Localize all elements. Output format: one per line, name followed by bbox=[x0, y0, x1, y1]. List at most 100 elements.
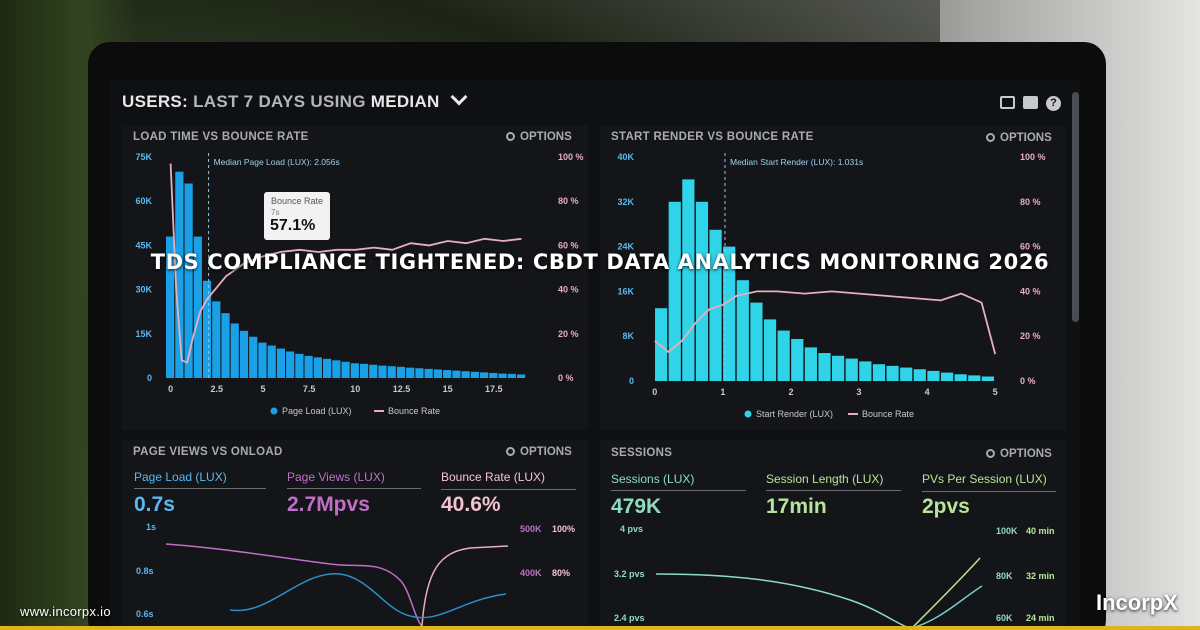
chart-bar bbox=[313, 357, 322, 378]
x-axis-tick-label: 1 bbox=[720, 387, 725, 397]
y2-axis-tick-label: 20 % bbox=[1020, 331, 1041, 341]
chart-bar bbox=[736, 280, 749, 381]
axis-tick: 0.6s bbox=[136, 609, 154, 619]
metric-label-sessions: Sessions (LUX) bbox=[611, 472, 695, 486]
y-axis-tick-label: 32K bbox=[617, 197, 634, 207]
help-icon[interactable]: ? bbox=[1046, 96, 1061, 111]
axis-tick: 60K bbox=[996, 613, 1013, 623]
y2-axis-tick-label: 100 % bbox=[1020, 152, 1046, 162]
chart-bar bbox=[406, 367, 415, 378]
divider bbox=[134, 488, 266, 489]
scrollbar[interactable] bbox=[1072, 92, 1079, 322]
chart-bar bbox=[424, 368, 433, 378]
x-axis-tick-label: 5 bbox=[993, 387, 998, 397]
chart-bar bbox=[516, 374, 526, 378]
y2-axis-tick-label: 60 % bbox=[1020, 242, 1041, 252]
legend-label: Bounce Rate bbox=[862, 409, 914, 419]
chart-bar bbox=[859, 361, 872, 381]
chart-bar bbox=[804, 347, 817, 381]
chart-bar bbox=[202, 280, 212, 378]
y2-axis-tick-label: 80 % bbox=[558, 196, 579, 206]
x-axis-tick-label: 7.5 bbox=[303, 384, 316, 394]
metric-label-bounce-rate: Bounce Rate (LUX) bbox=[441, 470, 546, 484]
legend-swatch bbox=[744, 410, 752, 418]
chart-bar bbox=[350, 363, 359, 378]
chart-bar bbox=[750, 302, 763, 381]
metric-value-pvs-per-session: 2pvs bbox=[922, 495, 970, 518]
options-button-sessions[interactable]: OPTIONS bbox=[986, 448, 1052, 460]
title-mid: USING bbox=[310, 92, 366, 111]
options-button-start-render[interactable]: OPTIONS bbox=[986, 132, 1052, 144]
chart-bar bbox=[286, 351, 295, 378]
headline: TDS COMPLIANCE TIGHTENED: CBDT DATA ANAL… bbox=[150, 250, 1050, 274]
website-url[interactable]: www.incorpx.io bbox=[20, 604, 111, 619]
y2-axis-tick-label: 100 % bbox=[558, 152, 584, 162]
chart-start-render: 40K 32K 24K 16K 8K 0 100 % 80 % 60 % 40 % 20 % 0 % 0… bbox=[617, 152, 1046, 419]
axis-tick: 1s bbox=[146, 522, 157, 532]
chart-bar bbox=[968, 375, 981, 381]
axis-tick: 100K bbox=[996, 526, 1018, 536]
chart-bar bbox=[489, 372, 498, 378]
gear-icon bbox=[986, 133, 995, 142]
axis-tick: 32 min bbox=[1026, 571, 1055, 581]
chart-bar bbox=[845, 358, 858, 381]
panel-title-page-views: PAGE VIEWS VS ONLOAD bbox=[133, 446, 283, 458]
dashboard-title[interactable]: USERS: LAST 7 DAYS USING MEDIAN bbox=[122, 88, 468, 112]
chart-bar bbox=[359, 363, 369, 378]
metric-label-pvs-per-session: PVs Per Session (LUX) bbox=[922, 472, 1047, 486]
options-label: OPTIONS bbox=[1000, 448, 1052, 460]
sparkline-chart-sessions bbox=[655, 557, 983, 629]
chart-bar bbox=[267, 345, 276, 378]
y-axis-tick-label: 16K bbox=[617, 286, 634, 296]
bounce-rate-line bbox=[169, 163, 522, 364]
y-axis-tick-label: 0 bbox=[147, 373, 152, 383]
median-label: Median Page Load (LUX): 2.056s bbox=[214, 157, 340, 167]
monitor-icon[interactable] bbox=[1000, 96, 1015, 109]
brand-logo: IncorpX bbox=[1096, 590, 1178, 615]
chevron-down-icon[interactable] bbox=[450, 88, 468, 106]
divider bbox=[441, 489, 576, 490]
divider bbox=[611, 490, 746, 491]
legend-label: Start Render (LUX) bbox=[756, 409, 833, 419]
chart-bar bbox=[900, 367, 913, 381]
axis-tick: 4 pvs bbox=[620, 524, 644, 534]
sparkline-chart-page-views bbox=[165, 543, 509, 627]
share-icon[interactable] bbox=[1023, 96, 1038, 109]
gear-icon bbox=[986, 449, 995, 458]
y2-axis-tick-label: 40 % bbox=[1020, 286, 1041, 296]
metric-value-session-length: 17min bbox=[766, 495, 827, 518]
divider bbox=[922, 491, 1056, 492]
metric-value-page-views: 2.7Mpvs bbox=[287, 493, 370, 516]
x-axis-tick-label: 17.5 bbox=[485, 384, 503, 394]
y-axis-tick-label: 15K bbox=[135, 329, 152, 339]
options-button-load-time[interactable]: OPTIONS bbox=[506, 131, 572, 143]
y2-axis-tick-label: 20 % bbox=[558, 329, 579, 339]
chart-bar bbox=[832, 355, 845, 381]
chart-bar bbox=[723, 246, 736, 381]
axis-tick: 100% bbox=[552, 524, 576, 534]
y-axis-tick-label: 45K bbox=[135, 240, 152, 250]
tooltip-value: 57.1% bbox=[270, 217, 316, 234]
chart-bar bbox=[369, 364, 378, 378]
axis-tick: 400K bbox=[520, 568, 542, 578]
options-button-page-views[interactable]: OPTIONS bbox=[506, 446, 572, 458]
chart-bar bbox=[777, 330, 790, 381]
sparkline-bounce bbox=[165, 543, 423, 627]
x-axis-tick-label: 3 bbox=[857, 387, 862, 397]
chart-bar bbox=[668, 201, 681, 381]
gear-icon bbox=[506, 132, 515, 141]
legend-label: Page Load (LUX) bbox=[282, 406, 352, 416]
chart-bar bbox=[249, 336, 258, 378]
x-axis-tick-label: 4 bbox=[925, 387, 930, 397]
chart-bar bbox=[212, 301, 221, 378]
chart-bar bbox=[184, 183, 193, 378]
x-axis-tick-label: 15 bbox=[443, 384, 453, 394]
metric-label-session-length: Session Length (LUX) bbox=[766, 472, 884, 486]
metric-value-bounce-rate: 40.6% bbox=[441, 493, 501, 516]
title-range: LAST 7 DAYS bbox=[193, 92, 306, 111]
chart-bar bbox=[433, 369, 443, 378]
chart-bar bbox=[452, 370, 461, 378]
chart-bar bbox=[470, 371, 479, 378]
metric-value-sessions: 479K bbox=[611, 495, 662, 518]
